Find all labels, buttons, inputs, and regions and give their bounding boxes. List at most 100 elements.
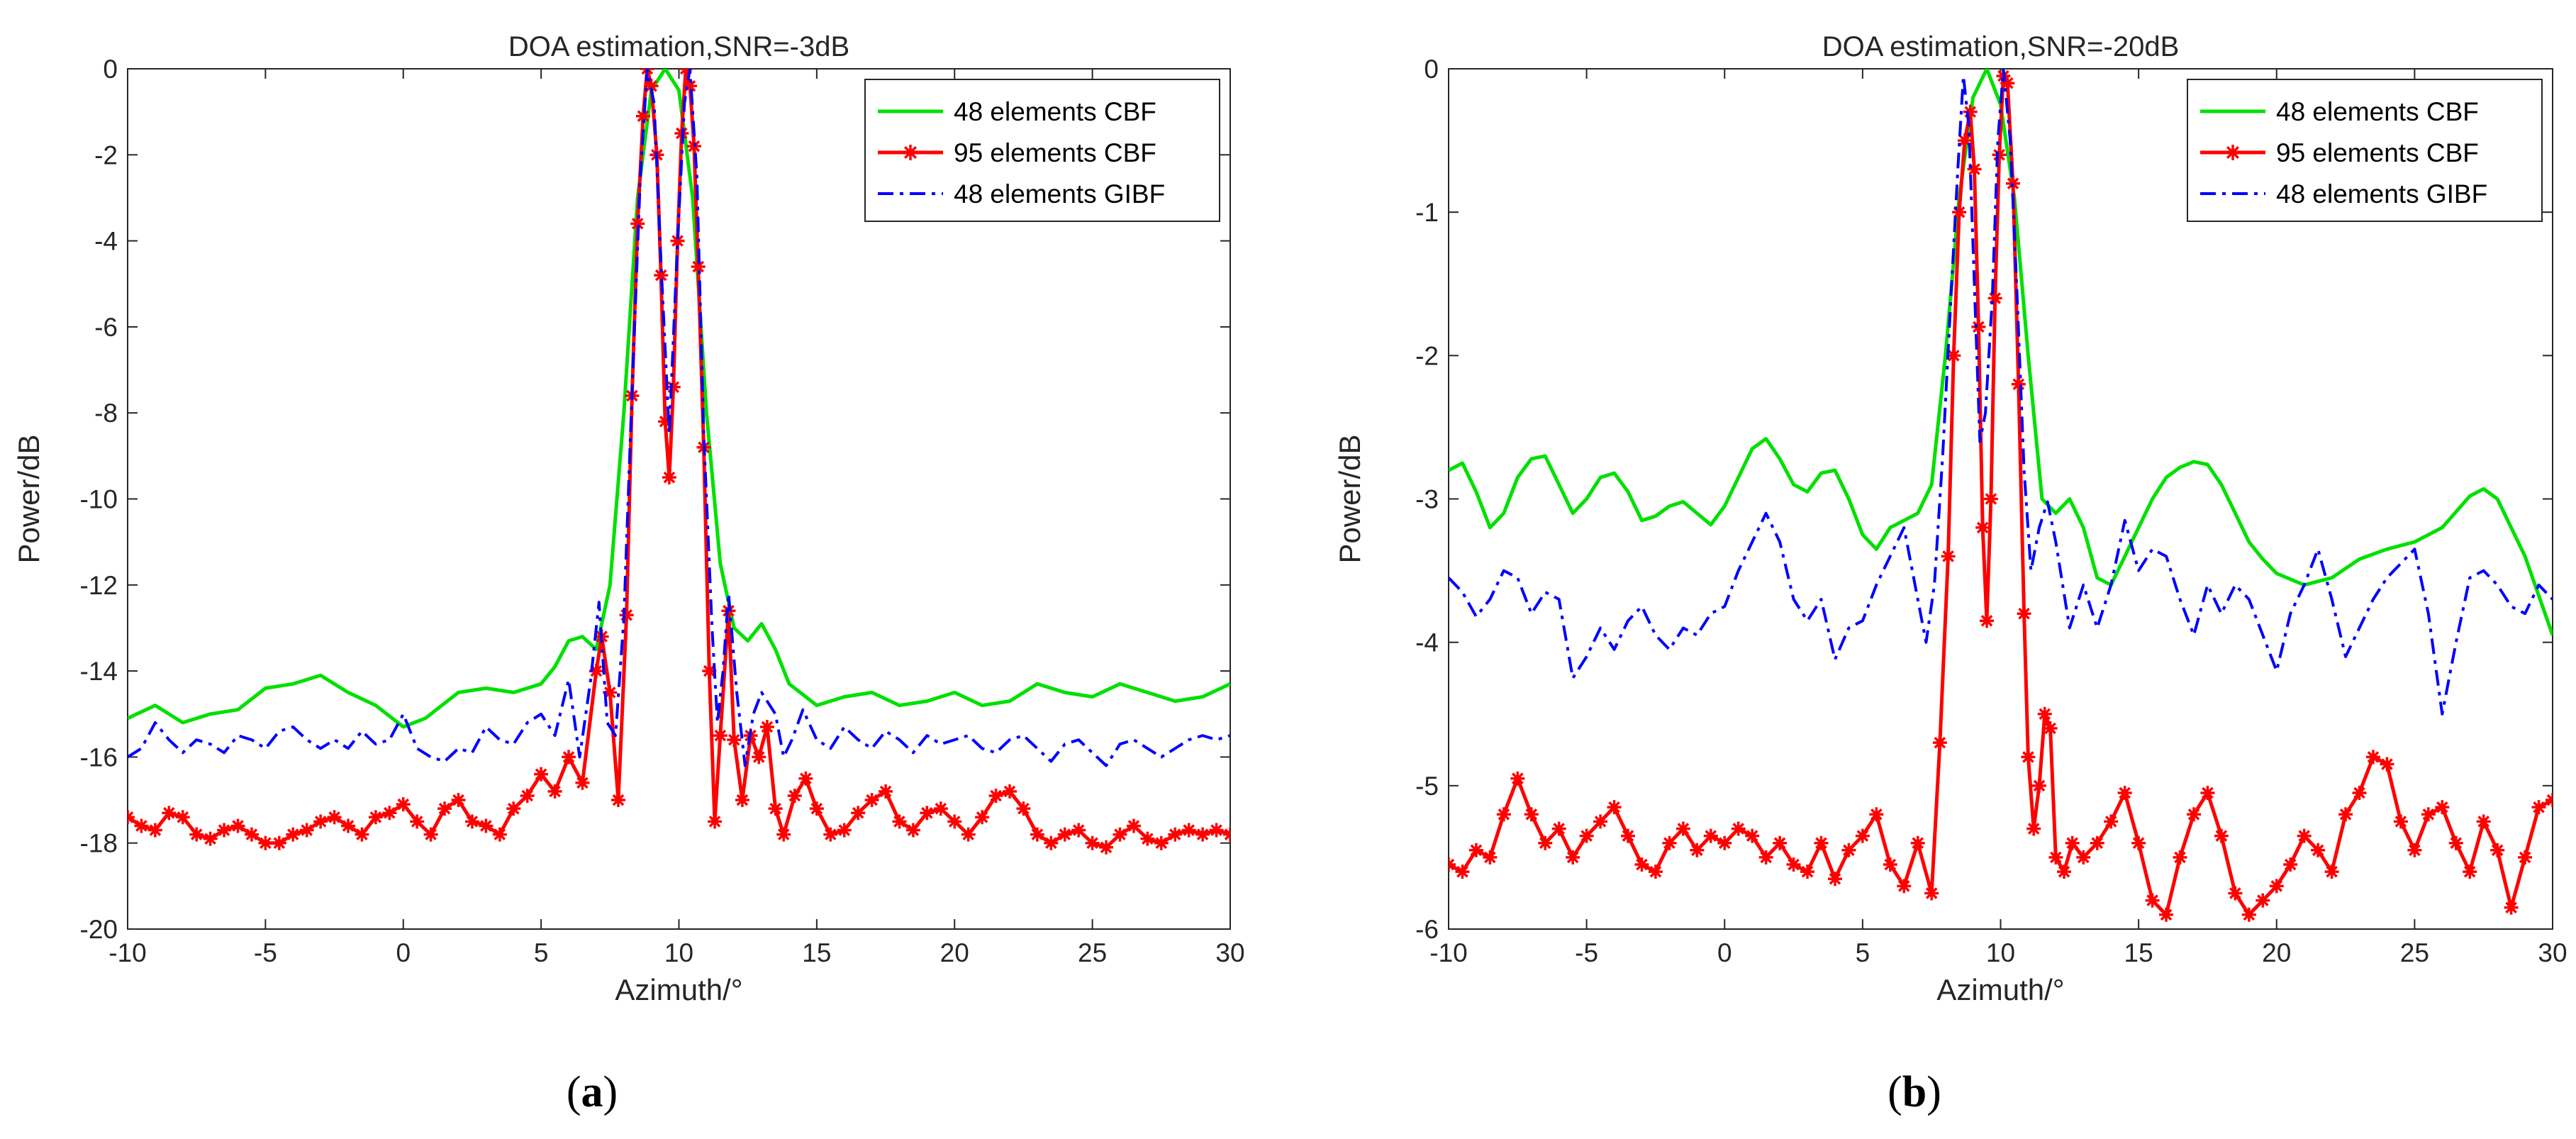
data-point-marker [2186, 807, 2201, 822]
y-axis-label: Power/dB [12, 434, 45, 563]
data-point-marker [368, 810, 383, 825]
x-tick-label: 20 [2262, 938, 2291, 967]
data-point-marker [691, 259, 706, 274]
y-tick-label: -18 [80, 829, 118, 858]
data-point-marker [1168, 827, 1183, 842]
data-point-marker [666, 379, 681, 394]
data-point-marker [2448, 835, 2463, 850]
data-point-marker [1113, 827, 1127, 842]
data-point-marker [670, 233, 685, 248]
data-point-marker [864, 793, 879, 808]
data-point-marker [1455, 865, 1470, 879]
data-point-marker [851, 806, 866, 821]
data-point-marker [2017, 606, 2031, 621]
series-line-1 [1449, 69, 2553, 636]
y-tick-label: -6 [1415, 915, 1439, 944]
data-point-marker [2159, 907, 2174, 922]
data-point-marker [1044, 835, 1059, 850]
data-point-marker [2048, 850, 2063, 865]
data-point-marker [1992, 148, 2007, 162]
data-point-marker [1607, 800, 1622, 815]
legend-label: 95 elements CBF [954, 138, 1156, 167]
data-point-marker [787, 788, 802, 803]
data-point-marker [708, 814, 723, 829]
data-point-marker [2117, 785, 2132, 800]
data-point-marker [2145, 893, 2160, 908]
y-tick-label: -8 [94, 399, 118, 428]
data-point-marker [2490, 843, 2505, 857]
legend-box [864, 79, 1220, 222]
data-point-marker [1538, 835, 1553, 850]
legend: 48 elements CBF 95 elements CBF 48 element… [864, 79, 1220, 222]
data-point-marker [258, 835, 273, 850]
data-point-marker [1099, 840, 1114, 855]
data-point-marker [589, 664, 603, 679]
legend-label: 48 elements CBF [2276, 97, 2479, 126]
data-point-marker [837, 823, 852, 838]
data-point-marker [1071, 823, 1086, 838]
data-point-marker [1621, 828, 1636, 843]
data-point-marker [313, 814, 328, 829]
data-point-marker [396, 797, 411, 812]
data-point-marker [2026, 821, 2041, 836]
x-tick-label: -5 [254, 938, 277, 967]
series-line-3 [128, 69, 1230, 767]
panel-caption: (a) [567, 1068, 618, 1116]
data-point-marker [1745, 828, 1760, 843]
data-point-marker [1932, 735, 1947, 750]
data-point-marker [451, 793, 466, 808]
data-point-marker [272, 835, 286, 850]
y-tick-label: 0 [103, 55, 118, 84]
data-point-marker [1662, 835, 1677, 850]
data-point-marker [2393, 814, 2408, 829]
data-point-marker [1181, 823, 1196, 838]
data-point-marker [662, 470, 676, 485]
data-point-marker [534, 767, 549, 782]
data-point-marker [355, 827, 369, 842]
legend-label: 48 elements CBF [954, 97, 1156, 126]
data-point-marker [1648, 865, 1663, 879]
data-point-marker [759, 719, 774, 734]
legend-label: 95 elements CBF [2276, 138, 2479, 167]
data-point-marker [2057, 865, 2072, 879]
legend-box [2187, 79, 2543, 222]
data-point-marker [2324, 865, 2339, 879]
data-point-marker [658, 414, 673, 429]
data-point-marker [823, 827, 838, 842]
data-point-marker [603, 685, 618, 700]
data-point-marker [610, 793, 625, 808]
x-tick-label: 5 [534, 938, 549, 967]
data-point-marker [2104, 814, 2119, 829]
data-point-marker [2311, 843, 2326, 857]
data-point-marker [575, 775, 590, 790]
data-point-marker [1758, 850, 1773, 865]
data-point-marker [244, 827, 259, 842]
data-point-marker [230, 818, 245, 833]
data-point-marker [1946, 348, 1961, 363]
x-tick-label: 30 [2538, 938, 2567, 967]
data-point-marker [644, 79, 659, 94]
legend-marker [2225, 145, 2241, 160]
data-point-marker [2032, 778, 2046, 793]
data-point-marker [635, 109, 650, 123]
data-point-marker [128, 810, 135, 825]
data-point-marker [147, 823, 162, 838]
data-point-marker [1971, 319, 1986, 334]
x-tick-label: 30 [1215, 938, 1244, 967]
data-point-marker [506, 801, 521, 816]
data-point-marker [879, 784, 893, 799]
data-point-marker [547, 784, 562, 799]
data-point-marker [892, 814, 907, 829]
data-point-marker [947, 814, 962, 829]
data-point-marker [1924, 886, 1939, 901]
data-point-marker [1634, 857, 1649, 872]
data-point-marker [134, 818, 149, 833]
legend-label: 48 elements GIBF [2276, 179, 2487, 209]
data-point-marker [203, 831, 218, 846]
data-point-marker [189, 827, 204, 842]
data-point-marker [961, 827, 976, 842]
data-point-marker [2518, 850, 2533, 865]
data-point-marker [2065, 835, 2080, 850]
data-point-marker [2021, 750, 2036, 765]
